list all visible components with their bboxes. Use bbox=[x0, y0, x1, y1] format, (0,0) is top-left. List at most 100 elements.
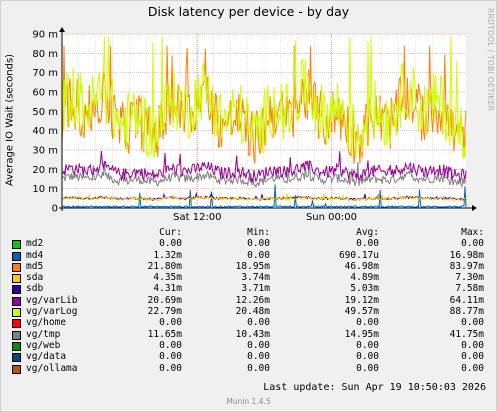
legend-series-name: vg/data bbox=[26, 351, 67, 363]
legend-avg-value: 49.57m bbox=[344, 306, 379, 318]
legend-header: Cur: Min: Avg: Max: bbox=[12, 227, 490, 238]
y-tick-label: 40 m bbox=[32, 126, 58, 137]
legend-max-value: 0.00 bbox=[461, 351, 484, 363]
legend-max-value: 64.11m bbox=[449, 294, 484, 306]
legend-row-md5: md5 21.80m 18.95m 46.98m 83.97m bbox=[12, 261, 490, 272]
legend-cur-value: 0.00 bbox=[159, 351, 182, 363]
legend-avg-value: 0.00 bbox=[356, 362, 379, 374]
series-line-vg-varlib bbox=[61, 151, 467, 184]
legend-row-sdb: sdb 4.31m 3.71m 5.03m 7.58m bbox=[12, 283, 490, 295]
y-tick-label: 10 m bbox=[32, 184, 58, 195]
legend-row-vg-data: vg/data 0.00 0.00 0.00 0.00 bbox=[12, 351, 490, 363]
legend-series-name: vg/varLib bbox=[26, 294, 78, 306]
legend-series-name: vg/varLog bbox=[26, 306, 78, 318]
legend-row-vg-home: vg/home 0.00 0.00 0.00 0.00 bbox=[12, 317, 490, 329]
legend-row-vg-ollama: vg/ollama 0.00 0.00 0.00 0.00 bbox=[12, 363, 490, 374]
last-update: Last update: Sun Apr 19 10:50:03 2026 bbox=[263, 382, 486, 393]
legend-cur-value: 0.00 bbox=[159, 339, 182, 351]
legend-min-value: 0.00 bbox=[247, 317, 270, 329]
legend-row-md2: md2 0.00 0.00 0.00 0.00 bbox=[12, 238, 490, 250]
legend-avg-value: 14.95m bbox=[344, 328, 379, 340]
legend-avg-value: 690.17u bbox=[338, 249, 379, 261]
legend-series-name: md4 bbox=[26, 249, 44, 261]
legend-avg-value: 5.03m bbox=[350, 283, 379, 295]
legend-avg-value: 0.00 bbox=[356, 317, 379, 329]
legend-max-value: 7.30m bbox=[455, 272, 484, 284]
legend-series-name: sda bbox=[26, 272, 44, 284]
legend-row-md4: md4 1.32m 0.00 690.17u 16.98m bbox=[12, 250, 490, 261]
y-tick-label: 80 m bbox=[32, 49, 58, 60]
legend-cur-value: 0.00 bbox=[159, 238, 182, 250]
legend-avg-value: 0.00 bbox=[356, 238, 379, 250]
legend-min-value: 10.43m bbox=[235, 328, 270, 340]
legend-header-max: Max: bbox=[461, 227, 484, 238]
legend-series-name: vg/tmp bbox=[26, 328, 61, 340]
legend-series-name: md5 bbox=[26, 260, 44, 272]
legend-swatch bbox=[12, 319, 21, 329]
y-tick-label: 60 m bbox=[32, 88, 58, 99]
legend-swatch bbox=[12, 262, 21, 272]
legend-avg-value: 19.12m bbox=[344, 294, 379, 306]
legend-min-value: 18.95m bbox=[235, 260, 270, 272]
series-line-md4 bbox=[61, 184, 467, 209]
legend-swatch bbox=[12, 274, 21, 284]
x-axis-arrow bbox=[472, 205, 477, 211]
legend-min-value: 0.00 bbox=[247, 249, 270, 261]
legend-header-avg: Avg: bbox=[356, 227, 379, 238]
legend-cur-value: 11.65m bbox=[147, 328, 182, 340]
legend-series-name: sdb bbox=[26, 283, 44, 295]
legend-row-vg-web: vg/web 0.00 0.00 0.00 0.00 bbox=[12, 340, 490, 351]
x-tick-label: Sun 00:00 bbox=[306, 212, 357, 223]
y-tick-label: 90 m bbox=[32, 30, 58, 41]
legend-avg-value: 4.89m bbox=[350, 272, 379, 284]
legend-max-value: 0.00 bbox=[461, 317, 484, 329]
legend-header-min: Min: bbox=[247, 227, 270, 238]
legend-min-value: 0.00 bbox=[247, 351, 270, 363]
legend-swatch bbox=[12, 364, 21, 374]
legend-avg-value: 46.98m bbox=[344, 260, 379, 272]
legend-avg-value: 0.00 bbox=[356, 339, 379, 351]
legend-max-value: 0.00 bbox=[461, 339, 484, 351]
y-axis-arrow bbox=[59, 27, 65, 32]
legend-swatch bbox=[12, 308, 21, 318]
legend-cur-value: 4.35m bbox=[153, 272, 182, 284]
legend-series-name: vg/ollama bbox=[26, 362, 78, 374]
chart-title: Disk latency per device - by day bbox=[147, 4, 350, 19]
legend-header-cur: Cur: bbox=[159, 227, 182, 238]
series-line-sda bbox=[61, 193, 467, 202]
x-tick-label: Sat 12:00 bbox=[173, 212, 221, 223]
y-tick-label: 30 m bbox=[32, 146, 58, 157]
legend-max-value: 0.00 bbox=[461, 362, 484, 374]
legend-max-value: 83.97m bbox=[449, 260, 484, 272]
legend-min-value: 0.00 bbox=[247, 339, 270, 351]
legend-max-value: 41.75m bbox=[449, 328, 484, 340]
legend-cur-value: 0.00 bbox=[159, 362, 182, 374]
legend-min-value: 0.00 bbox=[247, 362, 270, 374]
y-tick-label: 70 m bbox=[32, 68, 58, 79]
legend: Cur: Min: Avg: Max: md2 0.00 0.00 0.00 0.00 m… bbox=[12, 227, 490, 374]
series-line-vg-varlog bbox=[61, 36, 467, 160]
legend-row-vg-tmp: vg/tmp 11.65m 10.43m 14.95m 41.75m bbox=[12, 329, 490, 340]
legend-series-name: vg/home bbox=[26, 317, 67, 329]
legend-swatch bbox=[12, 240, 21, 250]
y-tick-label: 0 bbox=[52, 204, 58, 215]
legend-row-sda: sda 4.35m 3.74m 4.89m 7.30m bbox=[12, 272, 490, 284]
legend-cur-value: 1.32m bbox=[153, 249, 182, 261]
munin-version: Munin 1.4.5 bbox=[226, 397, 271, 406]
legend-swatch bbox=[12, 330, 21, 340]
latency-chart: 0 10 m 20 m 30 m 40 m 50 m 60 m 70 m 80 m 90 m Sat… bbox=[32, 27, 477, 223]
legend-cur-value: 21.80m bbox=[147, 260, 182, 272]
legend-cur-value: 20.69m bbox=[147, 294, 182, 306]
legend-avg-value: 0.00 bbox=[356, 351, 379, 363]
legend-min-value: 0.00 bbox=[247, 238, 270, 250]
legend-min-value: 20.48m bbox=[235, 306, 270, 318]
legend-max-value: 16.98m bbox=[449, 249, 484, 261]
legend-cur-value: 4.31m bbox=[153, 283, 182, 295]
legend-swatch bbox=[12, 353, 21, 363]
legend-min-value: 3.74m bbox=[241, 272, 270, 284]
legend-series-name: md2 bbox=[26, 238, 44, 250]
legend-swatch bbox=[12, 285, 21, 295]
legend-cur-value: 0.00 bbox=[159, 317, 182, 329]
legend-min-value: 3.71m bbox=[241, 283, 270, 295]
y-tick-label: 50 m bbox=[32, 107, 58, 118]
